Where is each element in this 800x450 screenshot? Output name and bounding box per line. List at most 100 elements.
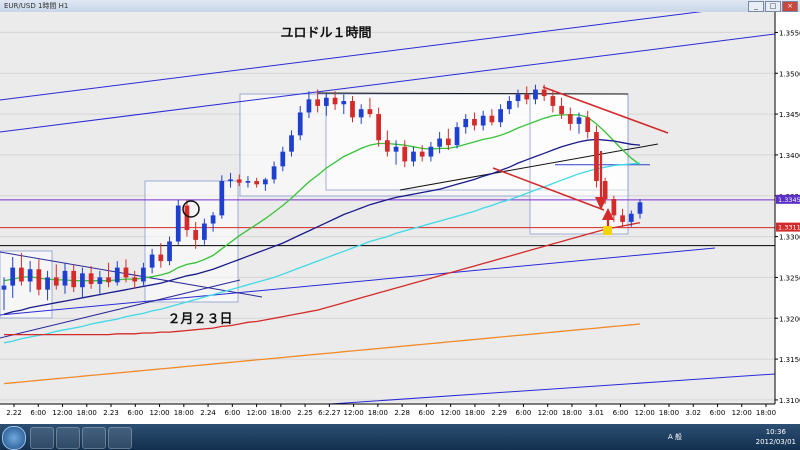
x-tick-label: 6:00	[30, 409, 46, 417]
chart-title: ユロドル１時間	[280, 25, 371, 41]
x-tick-label: 3.02	[685, 409, 701, 417]
x-tick-label: 12:00	[344, 409, 364, 417]
x-tick-label: 2.24	[200, 409, 216, 417]
candle-body	[297, 112, 303, 136]
candle-body	[245, 181, 251, 183]
candle-body	[315, 99, 321, 106]
candle-body	[228, 179, 233, 182]
x-tick-label: 2.29	[491, 409, 507, 417]
candle-body	[437, 138, 442, 147]
candle-body	[45, 277, 50, 290]
y-axis: 1.35501.35001.34501.34001.33501.33001.32…	[774, 12, 800, 405]
explorer-icon[interactable]	[30, 427, 54, 449]
date-annotation: ２月２３日	[167, 312, 232, 327]
candle-body	[193, 230, 199, 240]
candle-body	[550, 96, 556, 106]
candle-body	[202, 223, 207, 240]
x-tick-label: 18:00	[368, 409, 388, 417]
candle-body	[106, 277, 111, 283]
x-axis: 2.22 6:00 12:00 18:00 2.23 6:00 12:00 18:00 2.24…	[0, 403, 776, 417]
system-tray: A 般 10:36 2012/03/01	[660, 424, 800, 450]
moving-average-line	[3, 162, 641, 344]
x-tick-label: 18:00	[465, 409, 485, 417]
candle-body	[158, 254, 164, 262]
candle-body	[271, 166, 277, 180]
candles	[1, 84, 643, 311]
red-trend-line	[492, 167, 605, 211]
price-tag	[776, 222, 800, 232]
candle-body	[620, 215, 625, 222]
x-tick-label: 2.22	[6, 409, 22, 417]
x-tick-label: 6:00	[127, 409, 143, 417]
y-tick-label: 1.3400	[779, 152, 800, 160]
window-title: EUR/USD 1時間 H1	[4, 2, 69, 10]
candle-body	[524, 94, 530, 100]
x-tick-label: 18:00	[77, 409, 97, 417]
y-tick-label: 1.3200	[779, 315, 800, 323]
candle-body	[97, 277, 103, 284]
x-tick-label: 6:00	[516, 409, 532, 417]
x-tick-label: 6:00	[419, 409, 435, 417]
x-tick-label: 3.01	[588, 409, 604, 417]
moving-average-line	[3, 138, 641, 315]
candle-body	[358, 109, 364, 118]
trend-line	[329, 373, 776, 405]
app-icon[interactable]	[108, 427, 132, 449]
x-tick-label: 6:2.27	[318, 409, 340, 417]
annotation-drawings	[182, 86, 669, 235]
candle-body	[289, 135, 294, 152]
candle-body	[428, 146, 434, 157]
candle-body	[350, 101, 355, 118]
candle-body	[454, 127, 460, 146]
candle-body	[611, 199, 617, 216]
candle-body	[10, 267, 16, 286]
x-tick-label: 12:00	[149, 409, 169, 417]
channel-lines	[0, 12, 776, 405]
x-tick-label: 12:00	[732, 409, 752, 417]
candle-body	[88, 273, 94, 284]
price-chart[interactable]: 1.35501.35001.34501.34001.33501.33001.32…	[0, 12, 800, 424]
start-button[interactable]	[2, 426, 26, 450]
candle-body	[628, 213, 634, 222]
candle-body	[71, 270, 77, 288]
trend-line	[0, 247, 716, 316]
candle-body	[53, 277, 59, 286]
candle-body	[114, 267, 120, 283]
ime-indicator[interactable]: A 般	[668, 433, 683, 441]
x-tick-label: 2.28	[394, 409, 410, 417]
red-arrow-head	[595, 197, 607, 210]
candle-body	[175, 205, 181, 242]
folder-icon[interactable]	[82, 427, 106, 449]
trend-line	[0, 279, 241, 339]
price-tag	[776, 194, 800, 204]
x-tick-label: 6:00	[710, 409, 726, 417]
candle-body	[585, 117, 591, 133]
moving-average-line	[3, 323, 641, 385]
candle-body	[567, 114, 573, 124]
clock-time: 10:36	[765, 428, 786, 436]
candle-body	[210, 215, 216, 224]
red-trend-line	[542, 86, 669, 134]
candle-body	[149, 254, 155, 268]
maximize-button[interactable]: □	[765, 1, 781, 12]
minimize-button[interactable]: _	[748, 1, 764, 12]
candle-body	[27, 269, 33, 282]
browser-icon[interactable]	[56, 427, 80, 449]
y-tick-label: 1.3150	[779, 356, 800, 364]
candle-body	[384, 140, 390, 152]
candle-body	[236, 179, 242, 183]
x-tick-label: 12:00	[52, 409, 72, 417]
candle-body	[132, 277, 138, 282]
candle-body	[341, 101, 347, 105]
price-tag-label: 1.3311	[778, 224, 800, 232]
candle-body	[419, 151, 425, 157]
x-tick-label: 18:00	[756, 409, 776, 417]
candle-body	[602, 181, 608, 200]
close-button[interactable]: ×	[782, 1, 798, 12]
trend-line	[399, 143, 659, 191]
x-tick-label: 18:00	[659, 409, 679, 417]
candle-body	[62, 270, 68, 286]
x-tick-label: 18:00	[271, 409, 291, 417]
candle-body	[263, 179, 268, 185]
clock[interactable]: 10:36 2012/03/01	[756, 427, 796, 447]
